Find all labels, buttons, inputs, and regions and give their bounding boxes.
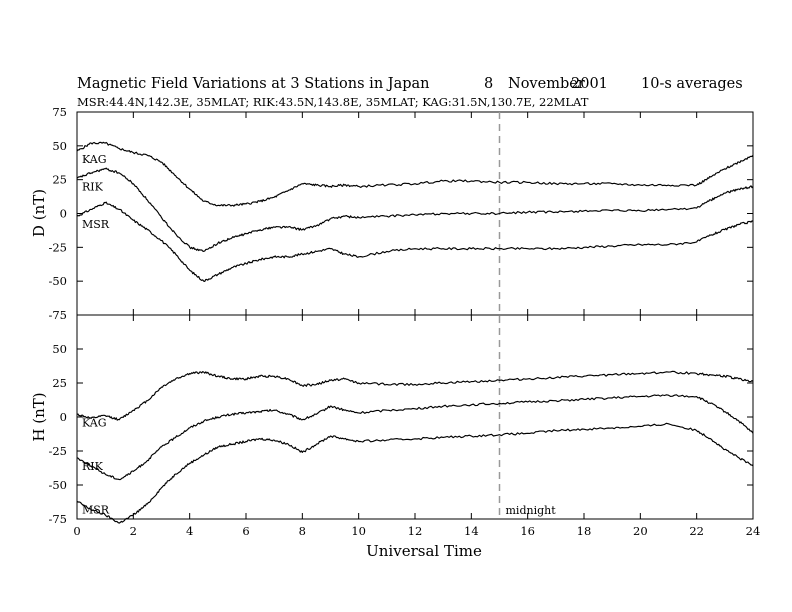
traces-layer [76, 141, 754, 524]
h-ytick-label: 0 [60, 410, 67, 424]
date-day: 8 [484, 76, 493, 92]
h-label-msr: MSR [82, 503, 110, 516]
h-ytick-label: 25 [52, 376, 67, 390]
d-label-msr: MSR [82, 218, 110, 231]
x-tick-label: 20 [633, 524, 648, 538]
d-label-rik: RIK [82, 180, 104, 193]
h-ytick-label: 50 [52, 342, 67, 356]
h-trace-rik [76, 394, 754, 481]
h-axis-label: H (nT) [30, 392, 48, 441]
h-ytick-label: -50 [48, 478, 67, 492]
x-tick-label: 22 [689, 524, 704, 538]
date-year: 2001 [571, 76, 608, 92]
h-trace-msr [76, 422, 754, 524]
x-tick-label: 18 [577, 524, 592, 538]
d-label-kag: KAG [82, 153, 107, 166]
d-ytick-label: 50 [52, 139, 67, 153]
h-label-rik: RIK [82, 460, 104, 473]
station-info: MSR:44.4N,142.3E, 35MLAT; RIK:43.5N,143.… [77, 95, 589, 109]
d-ytick-label: 0 [60, 207, 67, 221]
x-tick-label: 10 [351, 524, 366, 538]
x-tick-label: 2 [130, 524, 137, 538]
d-ytick-label: -75 [48, 308, 67, 322]
h-ytick-label: -25 [48, 444, 67, 458]
d-panel-frame [76, 111, 754, 316]
chart-title: Magnetic Field Variations at 3 Stations … [77, 76, 430, 92]
d-ytick-label: 25 [52, 173, 67, 187]
date-month: November [508, 76, 585, 92]
d-ytick-label: -25 [48, 240, 67, 254]
x-axis-label: Universal Time [366, 542, 482, 560]
h-label-kag: KAG [82, 416, 107, 429]
x-tick-label: 0 [73, 524, 80, 538]
h-trace-kag [76, 370, 754, 421]
d-ytick-label: 75 [52, 105, 67, 119]
labels-layer: KAG RIK MSR midnight KAG RIK MSR [82, 153, 556, 517]
h-panel-frame [76, 314, 754, 520]
x-tick-label: 24 [746, 524, 761, 538]
d-axis-label: D (nT) [30, 189, 48, 237]
d-trace-msr [76, 201, 754, 282]
d-trace-kag [76, 141, 754, 207]
x-tick-label: 14 [464, 524, 479, 538]
x-tick-label: 16 [520, 524, 535, 538]
h-ytick-label: -75 [48, 512, 67, 526]
d-trace-rik [76, 167, 754, 252]
midnight-label: midnight [506, 504, 557, 517]
x-tick-label: 12 [408, 524, 423, 538]
d-ytick-label: -50 [48, 274, 67, 288]
x-tick-label: 4 [186, 524, 193, 538]
x-tick-label: 6 [242, 524, 249, 538]
averaging-label: 10-s averages [641, 76, 743, 92]
x-tick-label: 8 [299, 524, 306, 538]
